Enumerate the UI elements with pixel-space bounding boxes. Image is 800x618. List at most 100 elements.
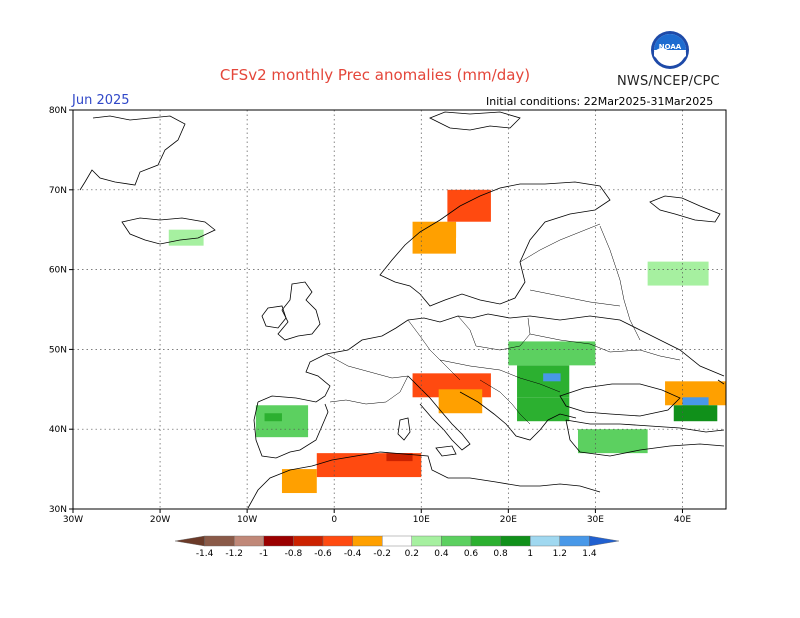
colorbar-segment	[530, 535, 561, 547]
border-baltic	[529, 289, 621, 307]
anomaly-cell-16	[255, 405, 309, 438]
lon-tick-label: 10W	[237, 515, 257, 525]
colorbar: -1.4 -1.2 -1 -0.8 -0.6 -0.4 -0.2 0.2 0.4 0.6 0.8 1 1…	[174, 535, 620, 559]
coastlines	[79, 111, 725, 509]
coastline-ireland	[261, 305, 287, 329]
colorbar-segment	[500, 535, 531, 547]
lat-tick-label: 30N	[49, 505, 67, 515]
lat-tick-label: 50N	[49, 345, 67, 355]
axis-ticks: 30N 40N 50N 60N 70N 80N 30W 20W 10W 0 10E 20E 30E 40E	[49, 106, 692, 525]
border-central	[439, 359, 561, 393]
colorbar-segment	[322, 535, 353, 547]
anomaly-cell-22	[647, 261, 709, 286]
colorbar-segment	[174, 535, 205, 547]
anomaly-cell-26	[682, 221, 726, 238]
colorbar-label: -0.8	[285, 549, 303, 559]
anomaly-cell-14	[508, 341, 596, 366]
coastline-uk	[277, 281, 321, 341]
colorbar-segment	[263, 535, 294, 547]
anomaly-cell-7	[377, 285, 430, 318]
colorbar-segment	[382, 535, 413, 547]
lon-tick-label: 30E	[587, 515, 604, 525]
anomaly-cell-4	[412, 221, 457, 254]
anomaly-cell-0	[99, 117, 134, 166]
map-frame	[72, 109, 727, 510]
colorbar-label: 1.2	[553, 549, 567, 559]
anomaly-cell-15	[577, 429, 648, 454]
colorbar-segment	[589, 535, 620, 547]
colorbar-label: -1.2	[225, 549, 243, 559]
border-germany	[407, 319, 461, 381]
colorbar-label: -0.2	[373, 549, 391, 559]
border-france	[325, 353, 409, 405]
lon-tick-label: 20E	[500, 515, 517, 525]
lat-tick-label: 60N	[49, 266, 67, 276]
anomaly-cell-5	[447, 189, 491, 222]
lat-tick-label: 80N	[49, 106, 67, 116]
colorbar-label: 1.4	[582, 549, 597, 559]
logo-text: NOAA	[659, 43, 682, 51]
coastline-scandinavia	[379, 181, 611, 307]
colorbar-label: 0.4	[434, 549, 449, 559]
colorbar-segment	[559, 535, 590, 547]
coastline-greenland	[79, 115, 186, 191]
colorbar-segment	[441, 535, 472, 547]
coastline-continent	[257, 313, 725, 403]
coastline-novaya-zemlya	[649, 195, 721, 223]
coastline-black-sea	[559, 383, 681, 417]
colorbar-label: 0.2	[405, 549, 419, 559]
anomaly-cell-23	[665, 381, 726, 406]
forecast-month: Jun 2025	[72, 93, 130, 108]
border-finland	[519, 223, 601, 263]
colorbar-label: -1.4	[196, 549, 214, 559]
anomaly-cell-25	[673, 405, 718, 422]
colorbar-label: 1	[527, 549, 533, 559]
coastline-north-africa	[247, 451, 601, 509]
coastline-italy	[407, 375, 471, 451]
lon-tick-label: 0	[331, 515, 337, 525]
country-borders	[325, 223, 681, 425]
map-title: CFSv2 monthly Prec anomalies (mm/day)	[0, 66, 800, 84]
anomaly-cell-27	[647, 293, 692, 310]
colorbar-segment	[204, 535, 235, 547]
colorbar-segment	[470, 535, 501, 547]
colorbar-label: 0.6	[464, 549, 479, 559]
coastline-sardinia	[397, 417, 411, 441]
anomaly-cell-3	[369, 245, 413, 286]
coastline-caspian	[717, 379, 725, 385]
anomaly-cell-6	[456, 237, 500, 262]
graticule	[73, 110, 726, 509]
lat-tick-label: 40N	[49, 425, 67, 435]
lat-tick-label: 70N	[49, 186, 67, 196]
noaa-logo: NOAA	[651, 31, 689, 69]
coastline-iceland	[121, 217, 216, 245]
anomaly-cell-21	[595, 221, 648, 246]
anomaly-cell-1	[133, 125, 161, 158]
anomaly-cell-24	[682, 397, 709, 406]
anomaly-cell-10	[438, 389, 483, 414]
coastline-svalbard	[429, 111, 521, 131]
coastline-balkans	[459, 391, 577, 441]
colorbar-label: -0.4	[344, 549, 362, 559]
lon-tick-label: 30W	[63, 515, 83, 525]
border-russia	[599, 225, 641, 341]
border-balkan-inner	[479, 379, 531, 425]
colorbar-segment	[411, 535, 442, 547]
coastline-iberia	[253, 401, 329, 459]
colorbar-label: -1	[259, 549, 268, 559]
anomaly-cell-13	[517, 397, 570, 422]
colorbar-label: -0.6	[314, 549, 332, 559]
border-east	[529, 333, 681, 361]
lon-tick-label: 40E	[674, 515, 691, 525]
anomaly-cell-12	[543, 373, 561, 382]
anomaly-cell-8	[290, 277, 326, 310]
anomaly-cell-20	[281, 469, 317, 494]
lon-tick-label: 20W	[150, 515, 170, 525]
colorbar-segment	[352, 535, 383, 547]
credit-label: NWS/NCEP/CPC	[617, 74, 720, 89]
map-title-text: CFSv2 monthly Prec anomalies (mm/day)	[219, 66, 531, 84]
initial-conditions: Initial conditions: 22Mar2025-31Mar2025	[486, 95, 714, 108]
anomaly-cell-17	[264, 413, 282, 422]
colorbar-label: 0.8	[493, 549, 508, 559]
